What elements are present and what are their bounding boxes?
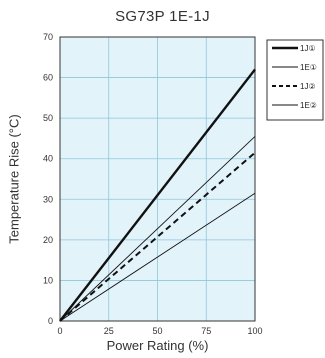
y-axis-label: Temperature Rise (°C) (6, 114, 22, 244)
series-line-3 (59, 192, 256, 322)
y-tick-label-0: 0 (48, 316, 53, 326)
y-tick-label-5: 50 (43, 113, 53, 123)
y-tick-label-4: 40 (43, 154, 53, 164)
x-axis-label: Power Rating (%) (106, 338, 209, 353)
y-tick-label-2: 20 (43, 235, 53, 245)
legend-label-1: 1E① (300, 63, 317, 72)
x-tick-label-4: 100 (247, 326, 262, 336)
x-tick-label-2: 50 (152, 326, 162, 336)
x-tick-label-0: 0 (57, 326, 62, 336)
y-tick-label-3: 30 (43, 194, 53, 204)
legend-label-2: 1J② (300, 82, 316, 91)
x-tick-label-1: 25 (104, 326, 114, 336)
y-tick-label-7: 70 (43, 32, 53, 42)
x-tick-label-3: 75 (201, 326, 211, 336)
plot-border (59, 36, 256, 322)
y-tick-label-1: 10 (43, 275, 53, 285)
legend-label-0: 1J① (300, 44, 316, 53)
series-line-1 (59, 136, 256, 322)
series-line-2 (59, 151, 256, 322)
chart-title: SG73P 1E-1J (115, 8, 210, 25)
series-line-0 (59, 68, 256, 322)
legend-box (266, 39, 324, 121)
y-tick-label-6: 60 (43, 73, 53, 83)
legend-label-3: 1E② (300, 101, 317, 110)
